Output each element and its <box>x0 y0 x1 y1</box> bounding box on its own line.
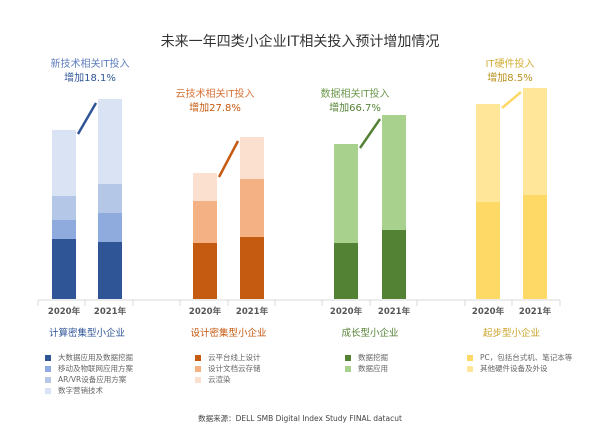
legend-swatch <box>45 366 51 372</box>
legend-label: 云渲染 <box>208 375 231 384</box>
annotation-title: 新技术相关IT投入 <box>50 57 129 70</box>
chart-title: 未来一年四类小企业IT相关投入预计增加情况 <box>161 33 440 50</box>
legend-item: 设计文档云存储 <box>195 363 261 374</box>
bar-segment <box>193 201 217 243</box>
bar-segment <box>382 230 406 299</box>
legend-swatch <box>345 366 351 372</box>
legend-label: 移动及物联网应用方案 <box>58 364 133 373</box>
annotation-growth: 增加27.8% <box>189 101 241 114</box>
legend-swatch <box>45 355 51 361</box>
group-label: 计算密集型小企业 <box>49 327 125 339</box>
legend-label: 设计文档云存储 <box>208 364 261 373</box>
legend-item: PC，包括台式机、笔记本等 <box>467 352 572 363</box>
legend-item: 云平台线上设计 <box>195 352 261 363</box>
year-label: 2020年 <box>330 306 363 317</box>
legend-label: PC，包括台式机、笔记本等 <box>480 353 573 362</box>
growth-arrow <box>358 118 382 149</box>
growth-arrow <box>217 140 240 178</box>
legend-swatch <box>45 377 51 383</box>
bar-segment <box>476 104 500 202</box>
legend-swatch <box>195 355 201 361</box>
bar-segment <box>52 196 76 220</box>
legend-swatch <box>467 366 473 372</box>
annotation-growth: 增加8.5% <box>487 71 532 84</box>
legend-swatch <box>45 388 51 394</box>
bar-segment <box>193 173 217 201</box>
legend-label: 数据应用 <box>358 364 388 373</box>
year-label: 2020年 <box>189 306 222 317</box>
growth-arrow <box>76 102 98 135</box>
legend-label: AR/VR设备应用方案 <box>58 375 127 384</box>
bar-segment <box>98 242 122 299</box>
bar-segment <box>52 239 76 299</box>
group-label: 成长型小企业 <box>341 327 398 339</box>
annotation-growth: 增加66.7% <box>329 101 381 114</box>
legend-item: AR/VR设备应用方案 <box>45 374 126 385</box>
bar-segment <box>240 137 264 179</box>
bar-segment <box>523 195 547 299</box>
year-label: 2020年 <box>472 306 505 317</box>
legend-swatch <box>195 377 201 383</box>
bar-segment <box>334 144 358 243</box>
legend-item: 其他硬件设备及外设 <box>467 363 548 374</box>
legend-item: 数据挖掘 <box>345 352 388 363</box>
bar-segment <box>382 115 406 230</box>
legend-label: 数字营销技术 <box>58 386 103 395</box>
legend-label: 云平台线上设计 <box>208 353 261 362</box>
year-label: 2021年 <box>519 306 552 317</box>
bar-segment <box>98 213 122 242</box>
legend-item: 数字营销技术 <box>45 385 103 396</box>
bar-segment <box>523 88 547 195</box>
bar-segment <box>193 243 217 299</box>
legend-item: 移动及物联网应用方案 <box>45 363 133 374</box>
bar-segment <box>334 243 358 299</box>
legend-label: 其他硬件设备及外设 <box>480 364 548 373</box>
bar-segment <box>52 130 76 196</box>
source-note: 数据来源：DELL SMB Digital Index Study FINAL … <box>198 413 402 423</box>
legend-item: 大数据应用及数据挖掘 <box>45 352 133 363</box>
annotation-growth: 增加18.1% <box>64 71 116 84</box>
year-label: 2021年 <box>236 306 269 317</box>
annotation-title: 云技术相关IT投入 <box>175 87 254 100</box>
legend-label: 大数据应用及数据挖掘 <box>58 353 133 362</box>
legend-item: 数据应用 <box>345 363 388 374</box>
bar-segment <box>98 99 122 184</box>
legend-swatch <box>467 355 473 361</box>
legend-label: 数据挖掘 <box>358 353 388 362</box>
group-label: 起步型小企业 <box>483 327 540 339</box>
year-label: 2021年 <box>94 306 127 317</box>
bar-segment <box>240 237 264 299</box>
bar-segment <box>476 202 500 299</box>
annotation-title: IT硬件投入 <box>485 57 534 70</box>
bar-segment <box>52 220 76 239</box>
group-label: 设计密集型小企业 <box>190 327 266 339</box>
legend-swatch <box>345 355 351 361</box>
legend-swatch <box>195 366 201 372</box>
year-label: 2021年 <box>378 306 411 317</box>
bar-segment <box>98 184 122 213</box>
legend-item: 云渲染 <box>195 374 231 385</box>
year-label: 2020年 <box>48 306 81 317</box>
bar-segment <box>240 179 264 237</box>
growth-arrow <box>501 91 522 109</box>
annotation-title: 数据相关IT投入 <box>320 87 389 100</box>
